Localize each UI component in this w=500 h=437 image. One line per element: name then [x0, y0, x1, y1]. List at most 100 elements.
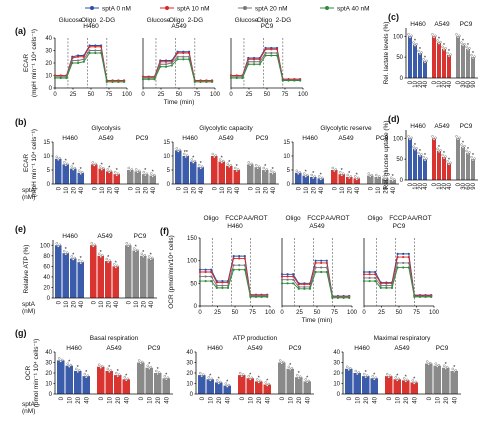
- replicate-dot: [86, 374, 89, 377]
- replicate-dot: [249, 164, 252, 167]
- y-tick-label: 15: [43, 140, 50, 146]
- bar: [450, 370, 458, 394]
- bar: [175, 150, 182, 184]
- data-point: [303, 283, 306, 286]
- replicate-dot: [455, 135, 458, 138]
- data-point: [270, 51, 273, 55]
- replicate-dot: [289, 368, 292, 371]
- subplot-title: Basal respiration: [90, 335, 139, 342]
- bar: [198, 375, 206, 394]
- x-tick-label: 75: [106, 92, 113, 98]
- data-point: [221, 281, 224, 284]
- y-tick-label: 10: [186, 382, 193, 388]
- bar: [122, 379, 130, 394]
- dose-tick-label: 40: [452, 396, 458, 403]
- bar: [62, 253, 69, 298]
- data-point: [368, 270, 371, 274]
- replicate-dot: [109, 169, 112, 173]
- y-tick-label: 0: [194, 304, 198, 310]
- replicate-dot: [211, 152, 214, 156]
- replicate-dot: [193, 159, 196, 163]
- bar: [447, 163, 451, 180]
- replicate-dot: [57, 245, 60, 248]
- bar: [74, 370, 82, 394]
- replicate-dot: [129, 169, 132, 173]
- data-point: [368, 279, 371, 283]
- bar: [197, 167, 204, 184]
- y-tick-label: 5: [47, 168, 51, 174]
- replicate-dot: [296, 374, 299, 377]
- replicate-dot: [257, 381, 260, 384]
- data-point: [424, 295, 427, 299]
- dose-tick-label: 20: [143, 186, 149, 193]
- replicate-dot: [266, 384, 269, 387]
- data-point: [320, 259, 323, 262]
- replicate-dot: [108, 259, 111, 262]
- replicate-dot: [222, 159, 225, 163]
- replicate-dot: [99, 165, 102, 168]
- data-point: [187, 51, 191, 55]
- dose-tick-label: 10: [256, 186, 262, 193]
- bar: [77, 262, 84, 298]
- dose-tick-label: 0: [139, 396, 145, 400]
- bar: [442, 48, 446, 78]
- replicate-dot: [91, 161, 94, 164]
- replicate-dot: [449, 53, 452, 56]
- dose-tick-label: 20: [227, 186, 233, 193]
- dose-tick-label: 0: [126, 300, 132, 304]
- legend-label: sptA 20 nM: [255, 6, 288, 13]
- cell-line-title: A549: [106, 345, 122, 352]
- cell-line-title: A549: [434, 21, 450, 28]
- replicate-dot: [473, 157, 476, 160]
- replicate-dot: [213, 155, 216, 159]
- data-point: [320, 270, 323, 274]
- data-point: [385, 284, 388, 287]
- dose-tick-label: 20: [217, 396, 223, 403]
- replicate-dot: [420, 51, 423, 54]
- replicate-dot: [385, 176, 388, 180]
- replicate-dot: [58, 243, 61, 246]
- treatment-label: AA/ROT: [325, 215, 349, 222]
- bar: [190, 161, 197, 184]
- y-tick-label: 0: [167, 182, 171, 188]
- data-point: [176, 55, 179, 58]
- significance-star: *: [414, 39, 417, 45]
- replicate-dot: [280, 362, 283, 365]
- subplot-title: Glycolytic reserve: [320, 125, 372, 132]
- replicate-dot: [101, 365, 104, 368]
- replicate-dot: [133, 247, 136, 250]
- significance-star: *: [249, 372, 252, 378]
- data-point: [159, 63, 162, 66]
- y-tick-label: 30: [186, 361, 193, 367]
- replicate-dot: [264, 169, 267, 173]
- replicate-dot: [458, 34, 461, 38]
- replicate-dot: [466, 152, 470, 156]
- replicate-dot: [373, 378, 376, 381]
- bar: [134, 171, 141, 184]
- replicate-dot: [149, 258, 152, 261]
- replicate-dot: [106, 168, 109, 171]
- data-point: [232, 268, 235, 271]
- replicate-dot: [118, 373, 121, 376]
- y-axis-label: Rel. glucose uptake (%): [383, 120, 390, 189]
- replicate-dot: [312, 176, 315, 180]
- y-tick-label: 10: [333, 382, 340, 388]
- significance-star: *: [320, 172, 323, 178]
- dose-tick-label: 10: [147, 396, 153, 403]
- x-tick-label: 100: [210, 92, 221, 98]
- replicate-dot: [347, 368, 350, 371]
- replicate-dot: [468, 151, 471, 154]
- dose-tick-label: 0: [432, 80, 438, 84]
- data-point: [76, 59, 80, 62]
- significance-star: *: [414, 143, 417, 149]
- bar: [97, 255, 104, 298]
- replicate-dot: [99, 366, 102, 369]
- replicate-dot: [146, 364, 149, 367]
- data-point: [336, 296, 340, 299]
- replicate-dot: [265, 168, 268, 171]
- data-point: [198, 275, 202, 278]
- dose-tick-label: 20: [442, 182, 448, 189]
- data-point: [221, 286, 224, 289]
- y-tick-label: 20: [45, 371, 52, 377]
- replicate-dot: [321, 176, 324, 180]
